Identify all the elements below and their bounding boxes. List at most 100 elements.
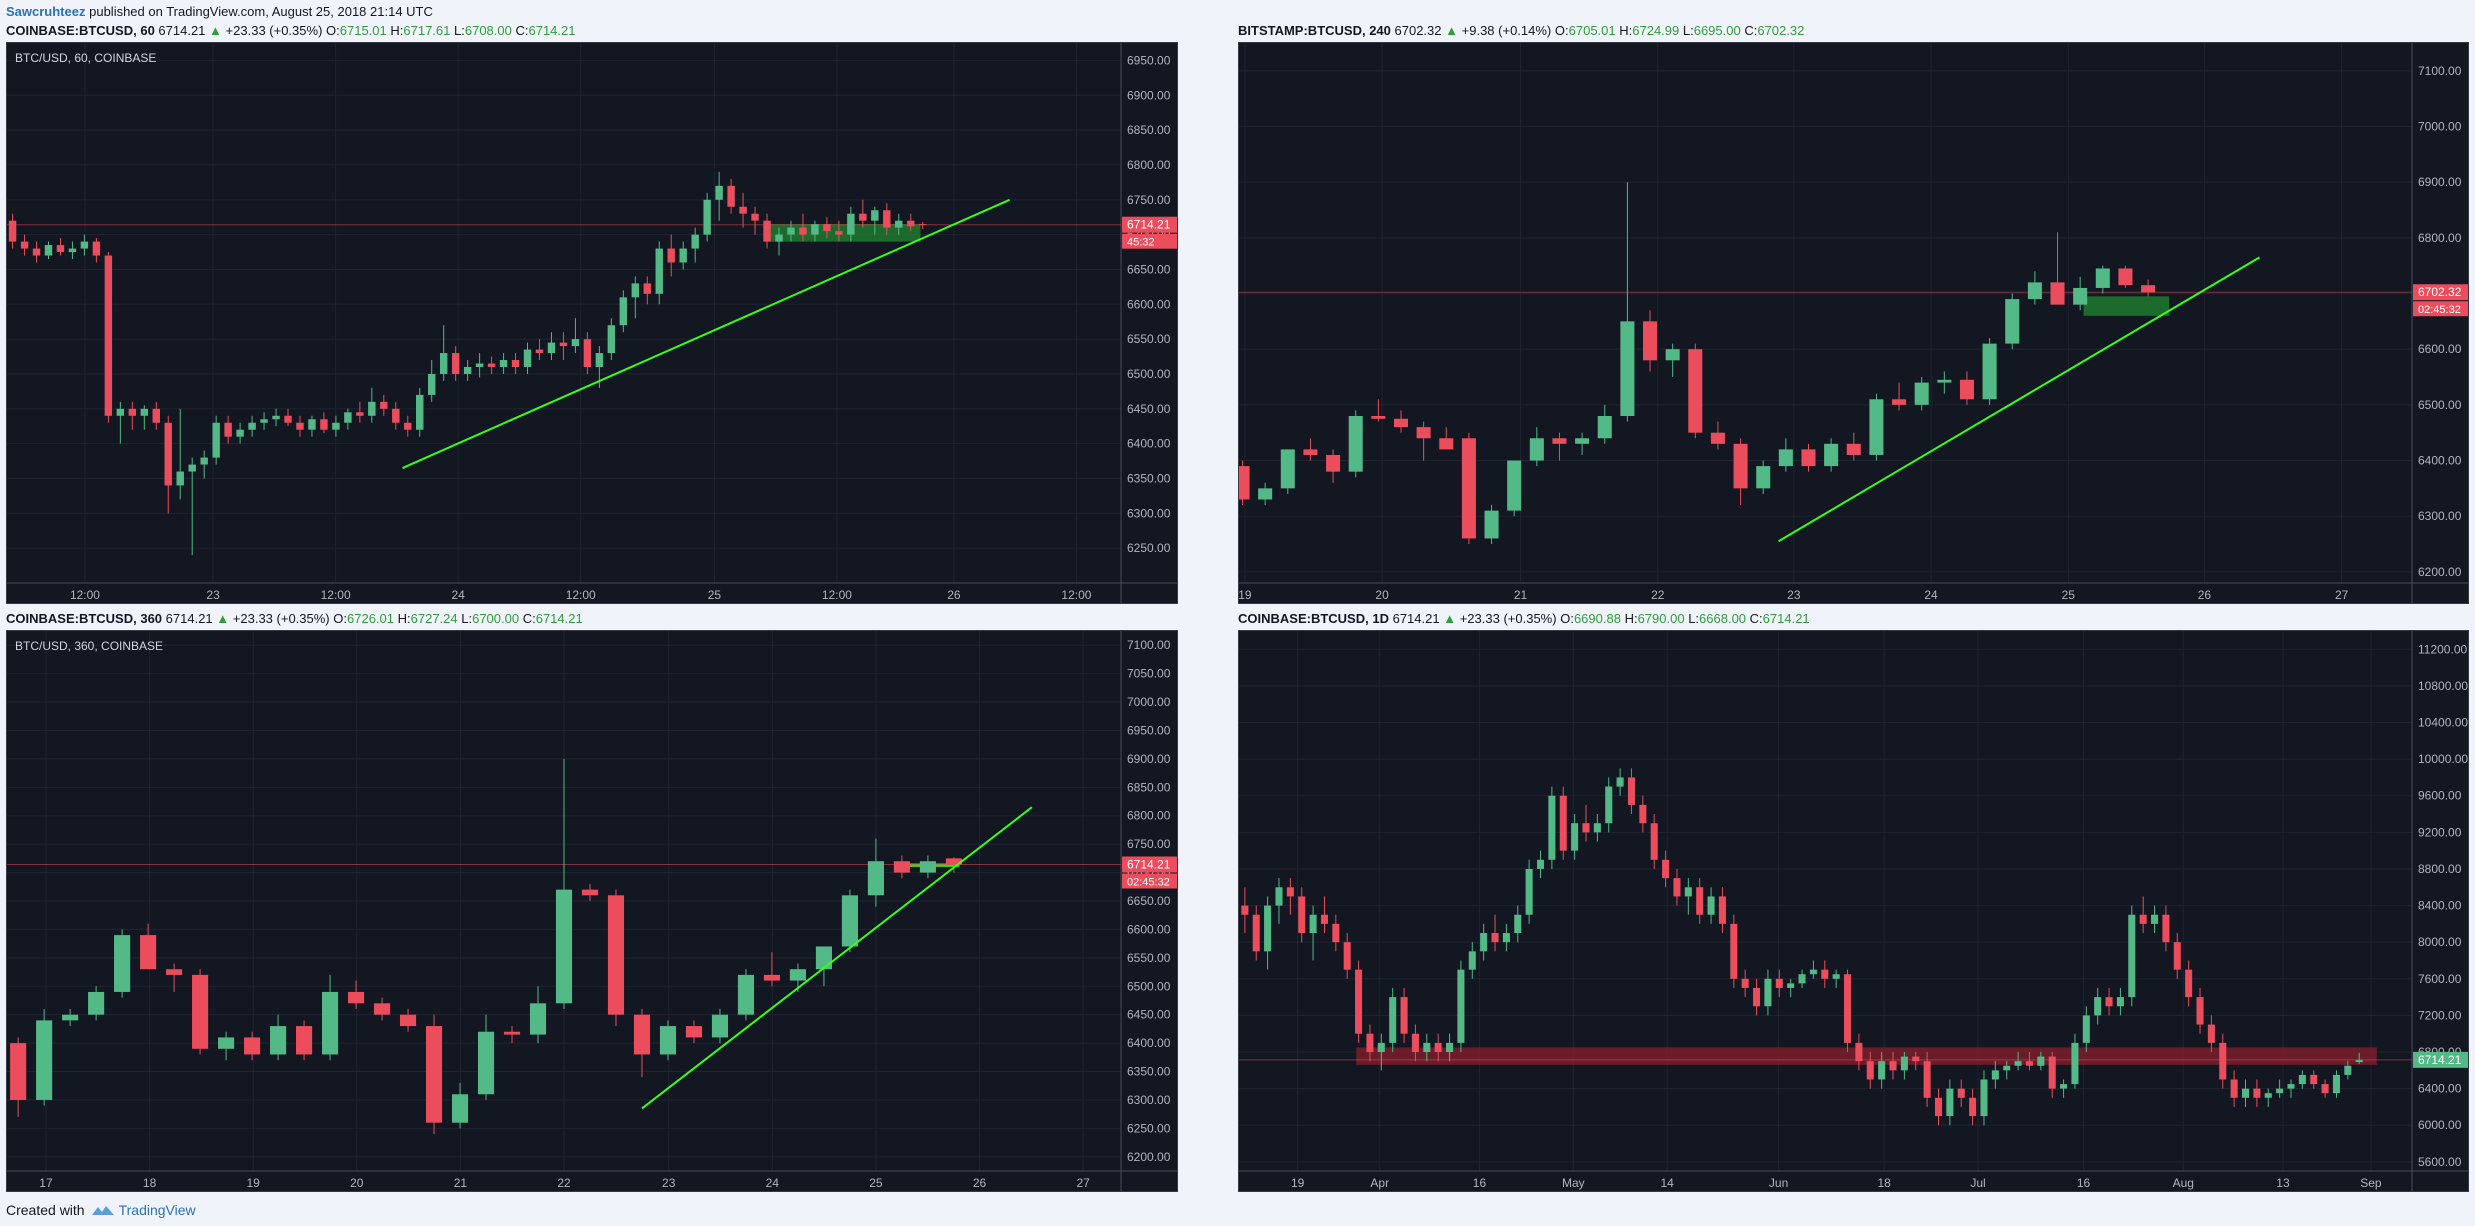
candle-body	[1393, 418, 1409, 428]
candle-body	[2321, 1084, 2329, 1094]
candle-body	[835, 231, 843, 235]
high-value: 6717.61	[403, 23, 451, 38]
chart-area[interactable]: 6200.00 6250.00 6300.00 6350.00 6400.00 6450.…	[6, 630, 1178, 1192]
candle-body	[499, 360, 508, 367]
candle-body	[847, 213, 855, 235]
x-tick-label: 26	[947, 588, 961, 602]
candle-body	[895, 220, 903, 228]
candle-body	[1582, 823, 1590, 833]
candle-body	[1252, 914, 1260, 952]
author-link[interactable]: Sawcruhteez	[6, 4, 86, 19]
y-tick-label: 7200.00	[2418, 1008, 2462, 1022]
candle-body	[36, 1020, 53, 1100]
candle-body	[1389, 997, 1397, 1043]
candle-body	[20, 241, 29, 249]
candle-body	[2128, 914, 2136, 998]
candle-body	[607, 325, 616, 354]
candle-body	[1756, 466, 1771, 489]
chart-area[interactable]: 6250.00 6300.00 6350.00 6400.00 6450.00 6500.…	[6, 42, 1178, 604]
high-value: 6724.99	[1632, 23, 1680, 38]
x-tick-label: 27	[2335, 588, 2349, 602]
candle-body	[841, 895, 858, 947]
x-tick-label: 16	[2077, 1176, 2091, 1190]
candle-body	[2073, 287, 2088, 305]
candle-body	[344, 412, 352, 423]
candle-body	[1559, 795, 1567, 851]
candle-body	[296, 1026, 313, 1055]
change: +23.33 (+0.35%)	[1459, 611, 1557, 626]
x-tick-label: Jun	[1769, 1176, 1788, 1190]
symbol: COINBASE:BTCUSD, 360	[6, 611, 163, 626]
candle-body	[272, 415, 280, 420]
candle-body	[1923, 1061, 1931, 1098]
y-tick-label: 8000.00	[2418, 935, 2462, 949]
x-tick-label: 23	[206, 588, 220, 602]
open-label: O:	[333, 611, 347, 626]
y-tick-label: 8800.00	[2418, 862, 2462, 876]
candle-body	[703, 199, 711, 235]
candle-body	[1371, 415, 1386, 419]
candle-body	[92, 241, 101, 256]
candle-body	[356, 412, 364, 416]
candle-body	[1846, 443, 1861, 455]
chart-area[interactable]: 6200.006300.006400.006500.006600.006700.…	[1238, 42, 2469, 604]
countdown-badge	[1122, 873, 1177, 889]
x-tick-label: 18	[143, 1176, 157, 1190]
chart-svg[interactable]: 5600.006000.006400.006800.007200.007600.…	[1239, 631, 2469, 1192]
y-tick-label: 6800.00	[1127, 158, 1171, 172]
symbol-info: COINBASE:BTCUSD, 360 6714.21 ▲ +23.33 (+…	[6, 610, 583, 628]
chart-panel-3: COINBASE:BTCUSD, 360 6714.21 ▲ +23.33 (+…	[6, 610, 1178, 1192]
candle-body	[1707, 896, 1715, 915]
candle-body	[2141, 285, 2156, 293]
candle-body	[1348, 415, 1363, 472]
chart-svg[interactable]: 6200.00 6250.00 6300.00 6350.00 6400.00 6450.…	[7, 631, 1178, 1192]
candle-body	[1411, 1033, 1419, 1053]
close-label: C:	[1744, 23, 1758, 38]
chart-svg[interactable]: 6250.00 6300.00 6350.00 6400.00 6450.00 6500.…	[7, 43, 1178, 604]
candle-body	[2196, 997, 2204, 1025]
open-value: 6726.01	[347, 611, 394, 626]
candle-body	[2332, 1074, 2340, 1094]
trend-line	[402, 198, 1011, 469]
chart-area[interactable]: 5600.006000.006400.006800.007200.007600.…	[1238, 630, 2469, 1192]
high-label: H:	[390, 23, 404, 38]
y-tick-label: 6300.00	[1127, 506, 1171, 520]
candle-body	[787, 227, 795, 235]
candle-body	[547, 342, 556, 354]
candle-body	[871, 210, 879, 221]
candle-body	[32, 248, 41, 256]
candle-body	[907, 220, 915, 227]
candle-body	[1764, 978, 1772, 1007]
candle-body	[1798, 974, 1806, 984]
candle-body	[236, 429, 244, 437]
chart-svg[interactable]: 6200.006300.006400.006500.006600.006700.…	[1239, 43, 2469, 604]
candle-body	[1303, 449, 1318, 455]
candle-body	[188, 464, 196, 472]
open-label: O:	[1560, 611, 1574, 626]
candle-body	[523, 349, 532, 367]
candle-body	[559, 342, 568, 347]
close-value: 6702.32	[1757, 23, 1805, 38]
candle-body	[2071, 1042, 2079, 1085]
candle-body	[775, 234, 783, 242]
open-value: 6690.88	[1573, 611, 1621, 626]
candle-body	[475, 363, 484, 367]
y-tick-label: 6450.00	[1127, 402, 1171, 416]
low-value: 6668.00	[1699, 611, 1747, 626]
x-tick-label: 24	[1924, 588, 1938, 602]
low-label: L:	[461, 611, 473, 626]
highlight-zone	[2083, 296, 2170, 316]
candle-body	[164, 422, 172, 486]
candle-body	[404, 422, 412, 430]
candle-body	[867, 861, 884, 896]
y-tick-label: 6200.00	[1127, 1150, 1171, 1164]
candle-body	[529, 1003, 547, 1035]
tradingview-link[interactable]: TradingView	[91, 1202, 196, 1218]
x-tick-label: May	[1562, 1176, 1585, 1190]
candle-body	[1733, 443, 1748, 489]
candle-body	[823, 224, 831, 232]
high-label: H:	[1619, 23, 1633, 38]
close-value: 6714.21	[528, 23, 576, 38]
candle-body	[166, 969, 183, 975]
candle-body	[1264, 905, 1272, 952]
